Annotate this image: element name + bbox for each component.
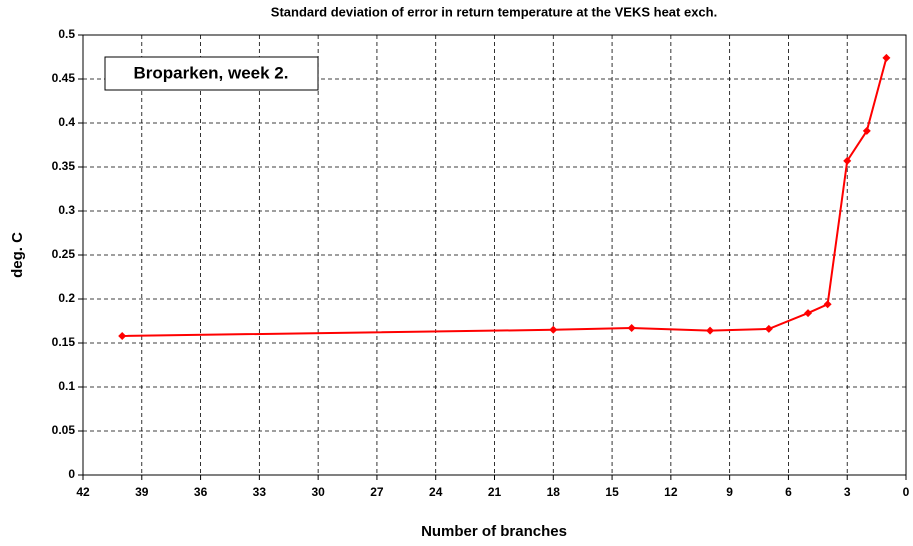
x-tick-label: 9 xyxy=(726,485,733,499)
annotation: Broparken, week 2. xyxy=(134,63,289,82)
y-tick-label: 0.1 xyxy=(58,379,75,393)
data-line xyxy=(122,57,888,337)
x-tick-label: 21 xyxy=(488,485,502,499)
data-point xyxy=(823,300,832,309)
x-tick-label: 12 xyxy=(664,485,678,499)
y-tick-label: 0.2 xyxy=(58,291,75,305)
data-point xyxy=(843,156,852,165)
data-point xyxy=(882,53,891,62)
x-tick-label: 3 xyxy=(844,485,851,499)
y-tick-label: 0.5 xyxy=(58,27,75,41)
x-tick-label: 27 xyxy=(370,485,384,499)
plot-border xyxy=(82,34,907,476)
data-point xyxy=(764,324,773,333)
data-point xyxy=(549,325,558,334)
data-point xyxy=(627,324,636,333)
x-tick-label: 39 xyxy=(135,485,149,499)
x-axis-label: Number of branches xyxy=(421,523,567,540)
y-tick-label: 0 xyxy=(68,467,75,481)
data-point xyxy=(804,309,813,318)
y-tick-label: 0.4 xyxy=(58,115,75,129)
data-point xyxy=(118,331,127,340)
x-tick-label: 18 xyxy=(547,485,561,499)
y-tick-label: 0.25 xyxy=(52,247,76,261)
y-tick-label: 0.05 xyxy=(52,423,76,437)
chart-title: Standard deviation of error in return te… xyxy=(271,4,717,19)
data-point xyxy=(862,126,871,135)
x-tick-label: 36 xyxy=(194,485,208,499)
y-tick-label: 0.35 xyxy=(52,159,76,173)
x-tick-label: 24 xyxy=(429,485,443,499)
x-tick-label: 42 xyxy=(76,485,90,499)
x-tick-label: 30 xyxy=(311,485,325,499)
y-axis-label: deg. C xyxy=(9,232,26,278)
data-point xyxy=(706,326,715,335)
x-tick-label: 15 xyxy=(605,485,619,499)
x-tick-label: 33 xyxy=(253,485,267,499)
y-tick-label: 0.3 xyxy=(58,203,75,217)
x-tick-label: 0 xyxy=(903,485,910,499)
x-tick-label: 6 xyxy=(785,485,792,499)
y-tick-label: 0.45 xyxy=(52,71,76,85)
annotation-box xyxy=(104,56,319,91)
y-tick-label: 0.15 xyxy=(52,335,76,349)
